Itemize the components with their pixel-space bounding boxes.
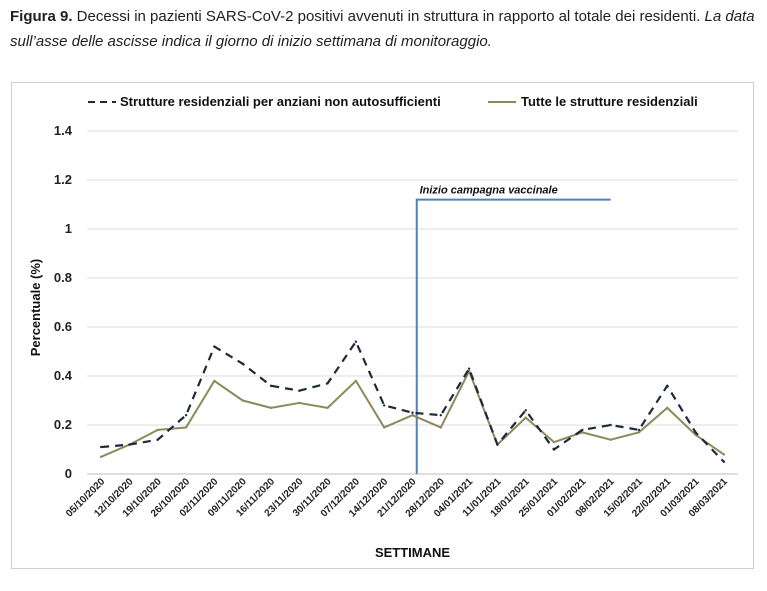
data-point <box>184 414 188 417</box>
figure-caption-note: La data sull’asse delle ascisse indica i… <box>10 8 755 50</box>
chart-frame <box>11 82 754 569</box>
y-tick-label: 0.2 <box>54 417 72 432</box>
series-line-1 <box>100 370 725 458</box>
data-point <box>269 384 273 387</box>
legend-label: Strutture residenziali per anziani non a… <box>120 94 441 109</box>
y-tick-label: 1.4 <box>54 123 73 138</box>
data-point <box>354 340 358 343</box>
annotation-label: Inizio campagna vaccinale <box>420 185 558 197</box>
data-point <box>439 414 443 417</box>
data-point <box>326 406 329 410</box>
data-point <box>241 399 244 402</box>
data-point <box>581 428 584 432</box>
y-tick-label: 0.8 <box>54 270 72 285</box>
data-point <box>298 401 301 405</box>
y-tick-label: 0.6 <box>54 319 72 334</box>
data-point <box>213 345 216 348</box>
data-point <box>382 404 386 407</box>
data-point <box>581 431 584 434</box>
data-point <box>213 379 216 383</box>
data-point <box>524 409 527 412</box>
data-point <box>411 414 414 417</box>
y-axis-title: Percentuale (%) <box>28 259 43 357</box>
y-tick-label: 1 <box>65 221 72 236</box>
data-point <box>609 423 612 427</box>
data-point <box>439 426 443 429</box>
y-tick-label: 1.2 <box>54 172 72 187</box>
data-point <box>496 443 499 446</box>
figure-caption-text: Decessi in pazienti SARS-CoV-2 positivi … <box>72 8 705 25</box>
data-point <box>552 448 556 451</box>
data-point <box>694 431 697 434</box>
x-axis-title: SETTIMANE <box>375 545 450 560</box>
y-tick-label: 0.4 <box>54 368 73 383</box>
data-point <box>609 438 612 441</box>
data-point <box>382 426 386 429</box>
y-tick-label: 0 <box>65 466 72 481</box>
data-point <box>666 406 669 410</box>
data-point <box>269 406 273 410</box>
series-line-0 <box>101 340 725 463</box>
data-point <box>467 367 471 370</box>
data-point <box>354 379 358 383</box>
data-point <box>298 389 301 392</box>
data-point <box>552 440 556 444</box>
vaccination-start-marker <box>415 198 611 474</box>
data-point <box>722 460 726 463</box>
legend-label: Tutte le strutture residenziali <box>521 94 698 109</box>
data-point <box>326 382 329 385</box>
data-point <box>156 428 159 432</box>
figure-caption: Figura 9. Decessi in pazienti SARS-CoV-2… <box>10 4 760 54</box>
figure-number: Figura 9. <box>10 8 73 25</box>
data-point <box>411 411 414 414</box>
data-point <box>99 445 103 449</box>
data-point <box>637 431 641 434</box>
data-point <box>184 426 188 429</box>
data-point <box>241 362 244 365</box>
data-point <box>128 443 131 446</box>
data-point <box>156 438 159 441</box>
data-point <box>722 453 726 456</box>
data-point <box>637 428 641 432</box>
data-point <box>666 384 669 387</box>
data-point <box>99 455 103 459</box>
data-point <box>524 416 527 419</box>
